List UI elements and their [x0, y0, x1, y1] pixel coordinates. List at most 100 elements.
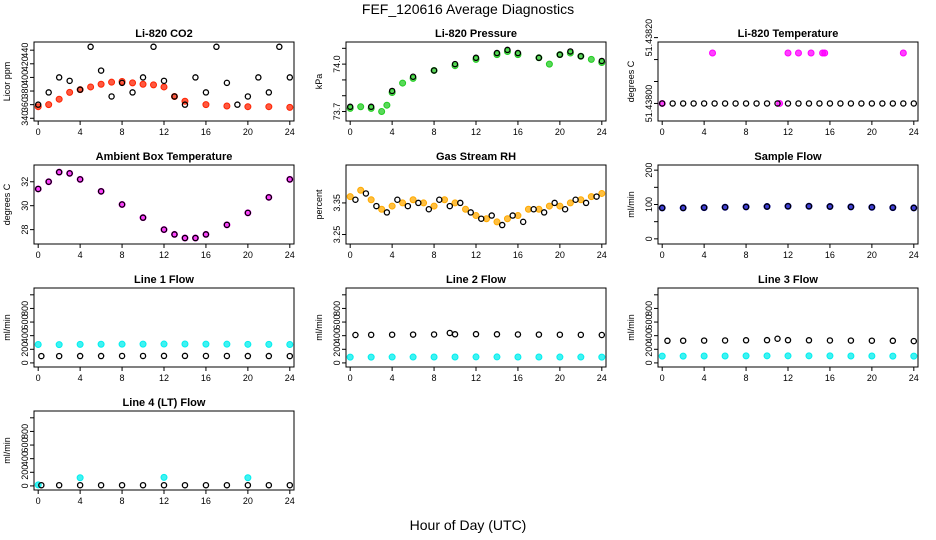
colored-point	[286, 341, 294, 349]
y-axis-label: ml/min	[314, 314, 324, 341]
x-tick-label: 12	[783, 373, 793, 383]
x-tick-label: 20	[243, 496, 253, 506]
x-tick-label: 12	[471, 127, 481, 137]
black-point	[446, 329, 454, 337]
black-point	[572, 196, 579, 204]
black-point	[826, 203, 834, 210]
colored-point	[346, 104, 354, 112]
colored-point	[45, 101, 53, 109]
x-tick-label: 24	[597, 250, 607, 260]
x-tick-label: 12	[159, 373, 169, 383]
black-point	[367, 103, 375, 111]
black-point	[889, 100, 897, 107]
colored-point	[409, 196, 417, 204]
x-tick-label: 4	[390, 373, 395, 383]
black-point	[118, 481, 126, 489]
x-tick-label: 20	[555, 127, 565, 137]
black-point	[784, 336, 792, 344]
x-tick-label: 4	[702, 373, 707, 383]
colored-point	[160, 473, 168, 481]
black-point	[383, 209, 391, 216]
chart-title: Li-820 Pressure	[435, 28, 517, 40]
chart-title: Line 4 (LT) Flow	[123, 397, 206, 409]
y-tick-label: 800	[20, 424, 30, 439]
y-tick-label: 200	[644, 342, 654, 357]
black-point	[409, 331, 417, 338]
x-tick-label: 8	[432, 373, 437, 383]
colored-point	[889, 352, 897, 360]
chart-panel: Line 2 Flow ml/min 0 4 8 12 16 20 24 0 20040060080…	[314, 274, 607, 383]
plot-frame	[33, 287, 295, 368]
chart-panel: Line 3 Flow ml/min 0 4 8 12 16 20 24 0 20040060080…	[626, 274, 919, 383]
chart-panel: Li-820 Temperature degrees C 0 4 8 12 16 20 24 51…	[626, 19, 919, 137]
x-tick-label: 20	[243, 250, 253, 260]
colored-point	[451, 62, 459, 70]
black-point	[551, 199, 558, 207]
colored-point	[794, 49, 802, 57]
y-tick-label: 200	[332, 342, 342, 357]
x-tick-label: 8	[120, 250, 125, 260]
black-point	[55, 168, 63, 176]
chart-title: Line 2 Flow	[446, 274, 506, 286]
x-tick-label: 12	[159, 127, 169, 137]
y-axis-label: degrees C	[626, 60, 636, 102]
colored-point	[265, 340, 273, 348]
black-point	[160, 352, 168, 360]
y-axis-label: degrees C	[2, 183, 12, 225]
black-point	[55, 481, 63, 489]
black-point	[561, 205, 569, 213]
colored-point	[700, 352, 708, 360]
black-point	[97, 481, 105, 489]
black-point	[519, 218, 527, 226]
colored-point	[493, 353, 501, 361]
colored-point	[784, 49, 792, 57]
black-point	[213, 43, 220, 51]
chart-title: Ambient Box Temperature	[96, 151, 233, 163]
colored-point	[658, 352, 666, 360]
y-axis-label: kPa	[314, 74, 324, 90]
colored-point	[821, 49, 829, 57]
black-point	[847, 203, 855, 211]
black-point	[223, 79, 231, 87]
black-point	[658, 204, 666, 212]
black-point	[181, 101, 189, 108]
black-point	[472, 54, 480, 62]
x-tick-label: 12	[159, 496, 169, 506]
colored-point	[181, 340, 189, 348]
y-axis-label: percent	[314, 189, 324, 220]
x-tick-label: 24	[909, 127, 919, 137]
colored-point	[265, 103, 273, 111]
colored-point	[587, 55, 595, 63]
x-tick-label: 24	[597, 127, 607, 137]
black-point	[763, 336, 771, 344]
black-point	[582, 199, 590, 207]
data-points	[346, 46, 606, 116]
colored-point	[763, 352, 771, 360]
black-point	[244, 481, 252, 489]
y-tick-label: 200	[20, 465, 30, 480]
x-tick-label: 16	[825, 127, 835, 137]
black-point	[38, 352, 45, 360]
x-tick-label: 12	[783, 250, 793, 260]
black-point	[795, 100, 802, 107]
black-point	[504, 46, 511, 54]
colored-point	[472, 212, 480, 220]
y-tick-label: 0	[644, 360, 654, 365]
black-point	[451, 331, 459, 338]
colored-point	[847, 352, 855, 360]
colored-point	[34, 341, 42, 349]
colored-point	[244, 340, 252, 348]
x-tick-label: 12	[159, 250, 169, 260]
black-point	[784, 202, 792, 210]
y-tick-label: 400	[332, 328, 342, 343]
black-point	[276, 43, 283, 51]
x-tick-label: 24	[909, 250, 919, 260]
black-point	[118, 79, 126, 87]
black-point	[45, 178, 52, 186]
chart-title: Li-820 CO2	[135, 28, 192, 40]
black-point	[118, 201, 126, 208]
black-point	[352, 331, 359, 339]
colored-point	[566, 199, 574, 207]
colored-point	[545, 60, 553, 68]
black-point	[352, 196, 359, 204]
